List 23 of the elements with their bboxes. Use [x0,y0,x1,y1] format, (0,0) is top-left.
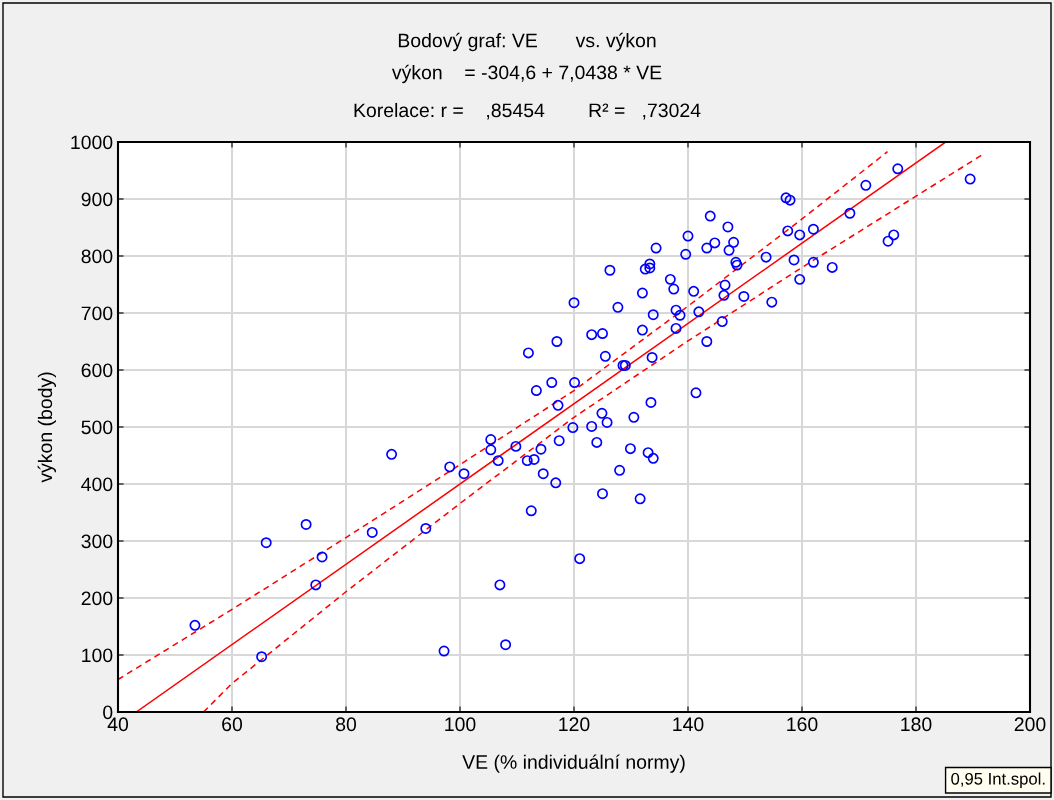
x-tick-label: 140 [673,717,704,732]
x-tick-label: 80 [336,717,357,732]
x-tick-label: 160 [787,717,818,732]
y-tick-label: 800 [81,249,113,264]
chart-title: Bodový graf: VE vs. výkon [398,32,656,52]
y-axis-title: výkon (body) [37,372,56,483]
y-tick-label: 500 [81,420,113,435]
x-axis-title: VE (% individuální normy) [462,754,685,773]
y-tick-label: 600 [81,363,113,378]
chart-subtitle: výkon = -304,6 + 7,0438 * VE Korelace: r = ,85454 R² = ,73024 [354,64,701,120]
x-tick-label: 100 [445,717,476,732]
y-tick-label: 300 [81,534,113,549]
text: 0,95 Int.spol. [951,772,1045,788]
y-tick-label: 700 [81,306,113,321]
y-tick-label: 1000 [71,135,113,150]
y-tick-label: 100 [82,648,113,663]
x-tick-label: 200 [1014,717,1046,732]
y-tick-label: 400 [81,477,113,492]
x-tick-label: 120 [559,717,590,732]
x-tick-label: 60 [222,717,243,732]
x-tick-label: 180 [901,717,932,732]
y-tick-label: 900 [81,192,113,207]
y-tick-label: 200 [81,591,113,606]
